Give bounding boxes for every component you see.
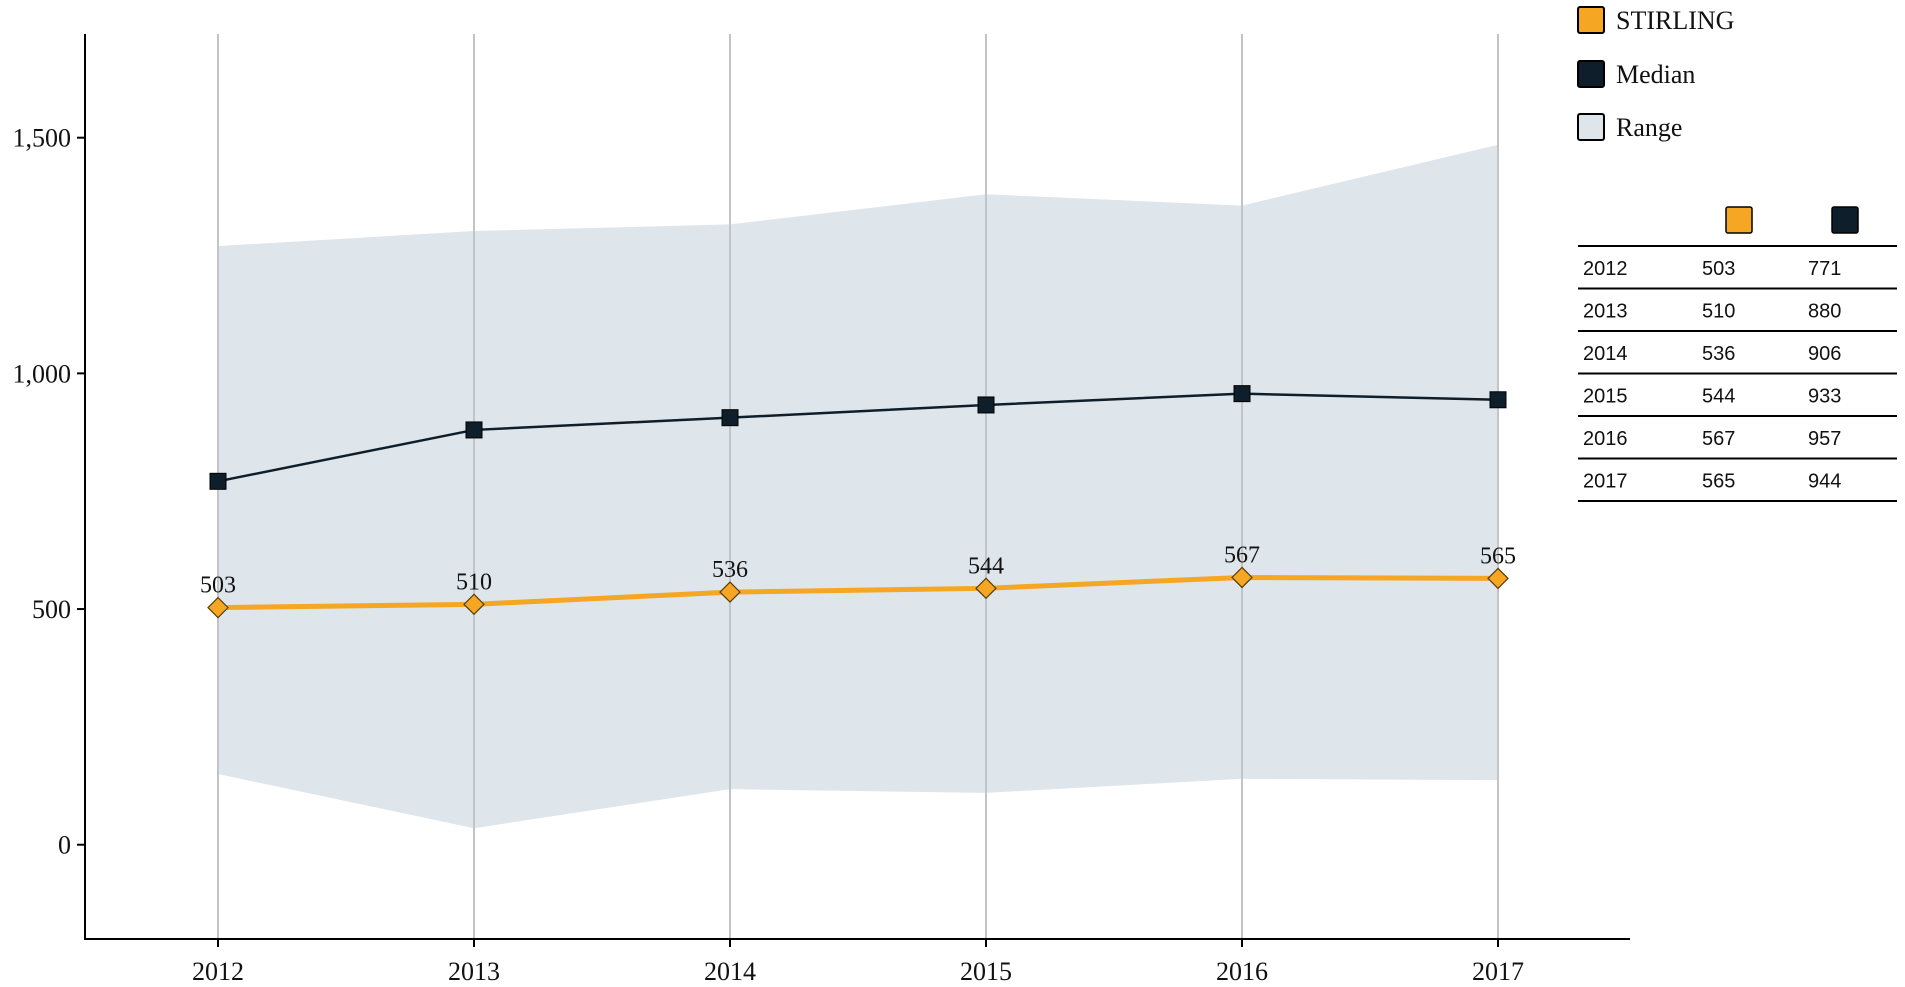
table-cell-median: 944: [1808, 471, 1841, 493]
y-tick-label-0: 0: [58, 831, 71, 860]
point-stirling-2017: [1487, 567, 1509, 590]
point-stirling-2014: [719, 581, 741, 603]
legend: STIRLING Median Range: [1577, 6, 1734, 142]
data-label-stirling-2016: 567: [1224, 542, 1260, 568]
series-line-median: [217, 392, 1499, 483]
data-label-stirling-2013: 510: [456, 569, 492, 595]
point-stirling-2016: [1231, 566, 1253, 589]
table-cell-stirling: 567: [1702, 428, 1735, 450]
table-row: 2012 503 771: [1578, 258, 1897, 290]
x-tick-label-2014: 2014: [704, 957, 756, 986]
x-tick-label-2017: 2017: [1472, 957, 1524, 986]
legend-item-median[interactable]: Median: [1577, 60, 1695, 89]
legend-swatch-median: [1577, 60, 1605, 88]
data-label-stirling-2012: 503: [200, 573, 236, 599]
point-stirling-2015: [975, 577, 997, 600]
point-median-2014: [721, 409, 739, 427]
table-header-swatch-stirling: [1725, 206, 1753, 234]
legend-swatch-range: [1577, 113, 1605, 141]
data-table: 2012 503 771 2013 510 880 2014 536 906 2015 544 933…: [1578, 206, 1897, 502]
data-label-stirling-2015: 544: [968, 553, 1004, 579]
table-row: 2016 567 957: [1578, 428, 1897, 460]
legend-label-range: Range: [1616, 113, 1682, 142]
table-row: 2014 536 906: [1578, 343, 1897, 375]
x-tick-label-2012: 2012: [192, 957, 244, 986]
grid-layer: [217, 34, 1499, 939]
table-cell-year: 2016: [1583, 428, 1628, 450]
range-layer: [218, 144, 1498, 829]
x-tick-label-2016: 2016: [1216, 957, 1268, 986]
point-median-2016: [1233, 385, 1251, 403]
table-cell-year: 2015: [1583, 386, 1628, 408]
legend-item-range[interactable]: Range: [1577, 113, 1682, 142]
data-label-stirling-2014: 536: [712, 557, 748, 583]
range-band: [218, 144, 1498, 829]
table-cell-median: 906: [1808, 343, 1841, 365]
legend-label-median: Median: [1616, 60, 1695, 89]
series-layer: 503 510 536 544 567 565: [200, 385, 1516, 619]
point-stirling-2012: [207, 596, 229, 619]
legend-label-stirling: STIRLING: [1616, 6, 1734, 35]
table-cell-stirling: 565: [1702, 471, 1735, 493]
table-row: 2017 565 944: [1578, 471, 1897, 502]
table-cell-year: 2012: [1583, 258, 1628, 280]
table-cell-year: 2017: [1583, 471, 1628, 493]
table-cell-median: 957: [1808, 428, 1841, 450]
table-cell-median: 771: [1808, 258, 1841, 280]
table-cell-stirling: 510: [1702, 301, 1735, 323]
table-cell-stirling: 544: [1702, 386, 1735, 408]
table-cell-year: 2013: [1583, 301, 1628, 323]
y-tick-label-500: 500: [32, 595, 71, 624]
data-label-stirling-2017: 565: [1480, 543, 1516, 569]
axes-layer: [84, 34, 1630, 940]
table-header-swatch-median: [1831, 206, 1859, 234]
x-tick-label-2013: 2013: [448, 957, 500, 986]
x-tick-label-2015: 2015: [960, 957, 1012, 986]
point-stirling-2013: [463, 593, 485, 616]
point-median-2012: [209, 472, 227, 490]
point-median-2013: [465, 421, 483, 439]
table-cell-year: 2014: [1583, 343, 1628, 365]
y-tick-label-1500: 1,500: [13, 124, 72, 153]
table-cell-median: 880: [1808, 301, 1841, 323]
table-row: 2015 544 933: [1578, 386, 1897, 417]
y-tick-label-1000: 1,000: [13, 359, 72, 388]
ticks-layer: 2012 2013 2014 2015 2016 2017 0 500 1,000 1,500: [13, 124, 1525, 986]
table-cell-stirling: 503: [1702, 258, 1735, 280]
point-median-2017: [1489, 391, 1507, 409]
table-rows: 2012 503 771 2013 510 880 2014 536 906 2015 544 933…: [1578, 245, 1897, 502]
legend-swatch-stirling: [1577, 6, 1605, 34]
table-row: 2013 510 880: [1578, 301, 1897, 332]
table-cell-median: 933: [1808, 386, 1841, 408]
table-cell-stirling: 536: [1702, 343, 1735, 365]
legend-item-stirling[interactable]: STIRLING: [1577, 6, 1734, 35]
point-median-2015: [977, 396, 995, 414]
series-line-stirling: [217, 574, 1499, 611]
